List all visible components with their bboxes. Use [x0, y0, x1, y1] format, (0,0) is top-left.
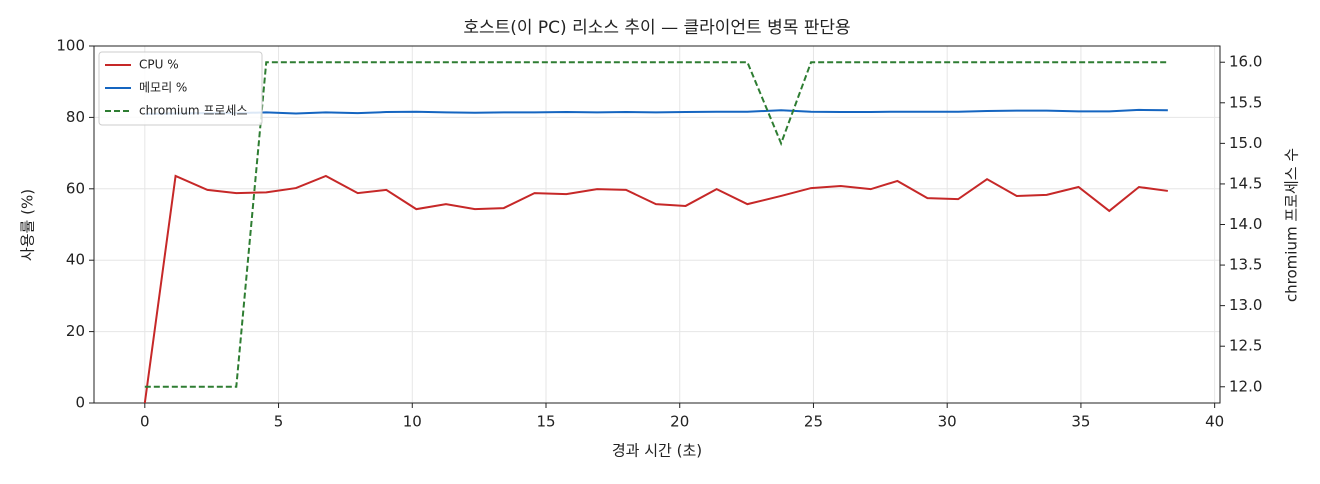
legend-box	[98, 51, 263, 126]
y2-tick-label: 15.5	[1229, 93, 1262, 111]
x-tick-label: 30	[938, 413, 957, 431]
y-tick-label: 100	[56, 37, 85, 55]
series-line	[144, 108, 1168, 115]
legend-label: chromium 프로세스	[139, 104, 248, 118]
y2-tick-label: 13.5	[1229, 256, 1262, 274]
legend-label: CPU %	[139, 58, 179, 72]
x-tick-label: 0	[140, 413, 150, 431]
x-tick-label: 20	[670, 413, 689, 431]
x-tick-label: 15	[536, 413, 555, 431]
x-tick-label: 40	[1205, 413, 1224, 431]
y2-tick-label: 14.0	[1229, 215, 1262, 233]
y2-tick-label: 12.5	[1229, 337, 1262, 355]
legend: CPU % 메모리 % chromium 프로세스	[98, 51, 263, 126]
x-axis-label: 경과 시간 (초)	[612, 442, 702, 460]
series-line	[143, 174, 1168, 404]
x-tick-label: 25	[804, 413, 823, 431]
y2-tick-label: 16.0	[1229, 53, 1262, 71]
y-tick-label: 20	[66, 322, 85, 340]
x-tick-label: 5	[274, 413, 284, 431]
y2-tick-label: 13.0	[1229, 296, 1262, 314]
x-tick-label: 35	[1071, 413, 1090, 431]
y-axis-label: 사용률 (%)	[19, 189, 37, 261]
chart-title: 호스트(이 PC) 리소스 추이 — 클라이언트 병목 판단용	[463, 18, 850, 38]
y2-tick-label: 14.5	[1229, 174, 1262, 192]
y2-tick-label: 15.0	[1229, 134, 1262, 152]
y-tick-label: 0	[75, 394, 85, 412]
plot-frame	[93, 45, 1221, 404]
y-tick-label: 60	[66, 179, 85, 197]
y2-tick-label: 12.0	[1229, 377, 1262, 395]
y2-axis-label: chromium 프로세스 수	[1283, 148, 1301, 302]
legend-label: 메모리 %	[139, 81, 187, 95]
y-tick-label: 40	[66, 251, 85, 269]
y-tick-label: 80	[66, 108, 85, 126]
x-tick-label: 10	[403, 413, 422, 431]
